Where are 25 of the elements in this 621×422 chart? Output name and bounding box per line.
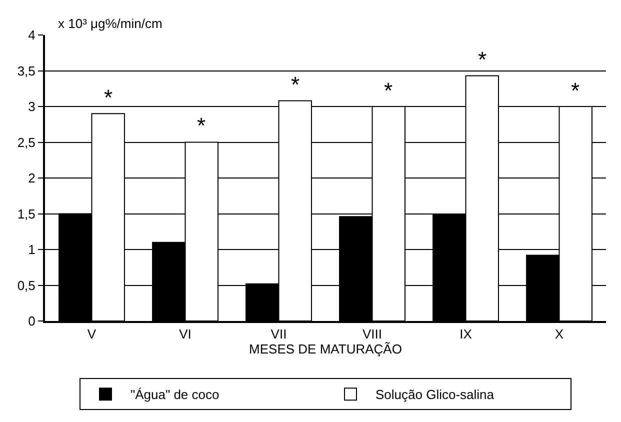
annotation: * [478, 47, 487, 72]
annotation: * [384, 78, 393, 103]
legend-label: "Água" de coco [130, 387, 220, 402]
y-tick-label: 4 [28, 28, 36, 43]
annotation: * [571, 78, 580, 103]
y-tick-label: 1 [28, 242, 36, 258]
x-tick-label: VIII [362, 326, 382, 342]
y-axis-title: x 10³ μg%/min/cm [58, 16, 162, 31]
x-tick-label: V [87, 326, 96, 342]
x-axis-title: MESES DE MATURAÇÃO [249, 342, 402, 357]
annotation: * [291, 72, 300, 97]
y-tick-label: 0 [28, 314, 36, 329]
y-tick-label: 0,5 [17, 278, 36, 293]
y-tick-label: 3 [28, 99, 36, 114]
x-tick-label: X [554, 326, 564, 342]
legend-label: Solução Glico-salina [376, 387, 495, 402]
y-tick-label: 2 [28, 170, 36, 186]
annotation: * [197, 113, 206, 138]
x-tick-label: VII [270, 326, 287, 342]
y-tick-label: 3,5 [17, 63, 36, 78]
x-tick-label: VI [179, 326, 192, 342]
x-tick-label: IX [460, 326, 472, 342]
y-tick-label: 1,5 [17, 206, 36, 222]
y-tick-label: 2,5 [17, 134, 36, 150]
annotation: * [104, 85, 113, 110]
